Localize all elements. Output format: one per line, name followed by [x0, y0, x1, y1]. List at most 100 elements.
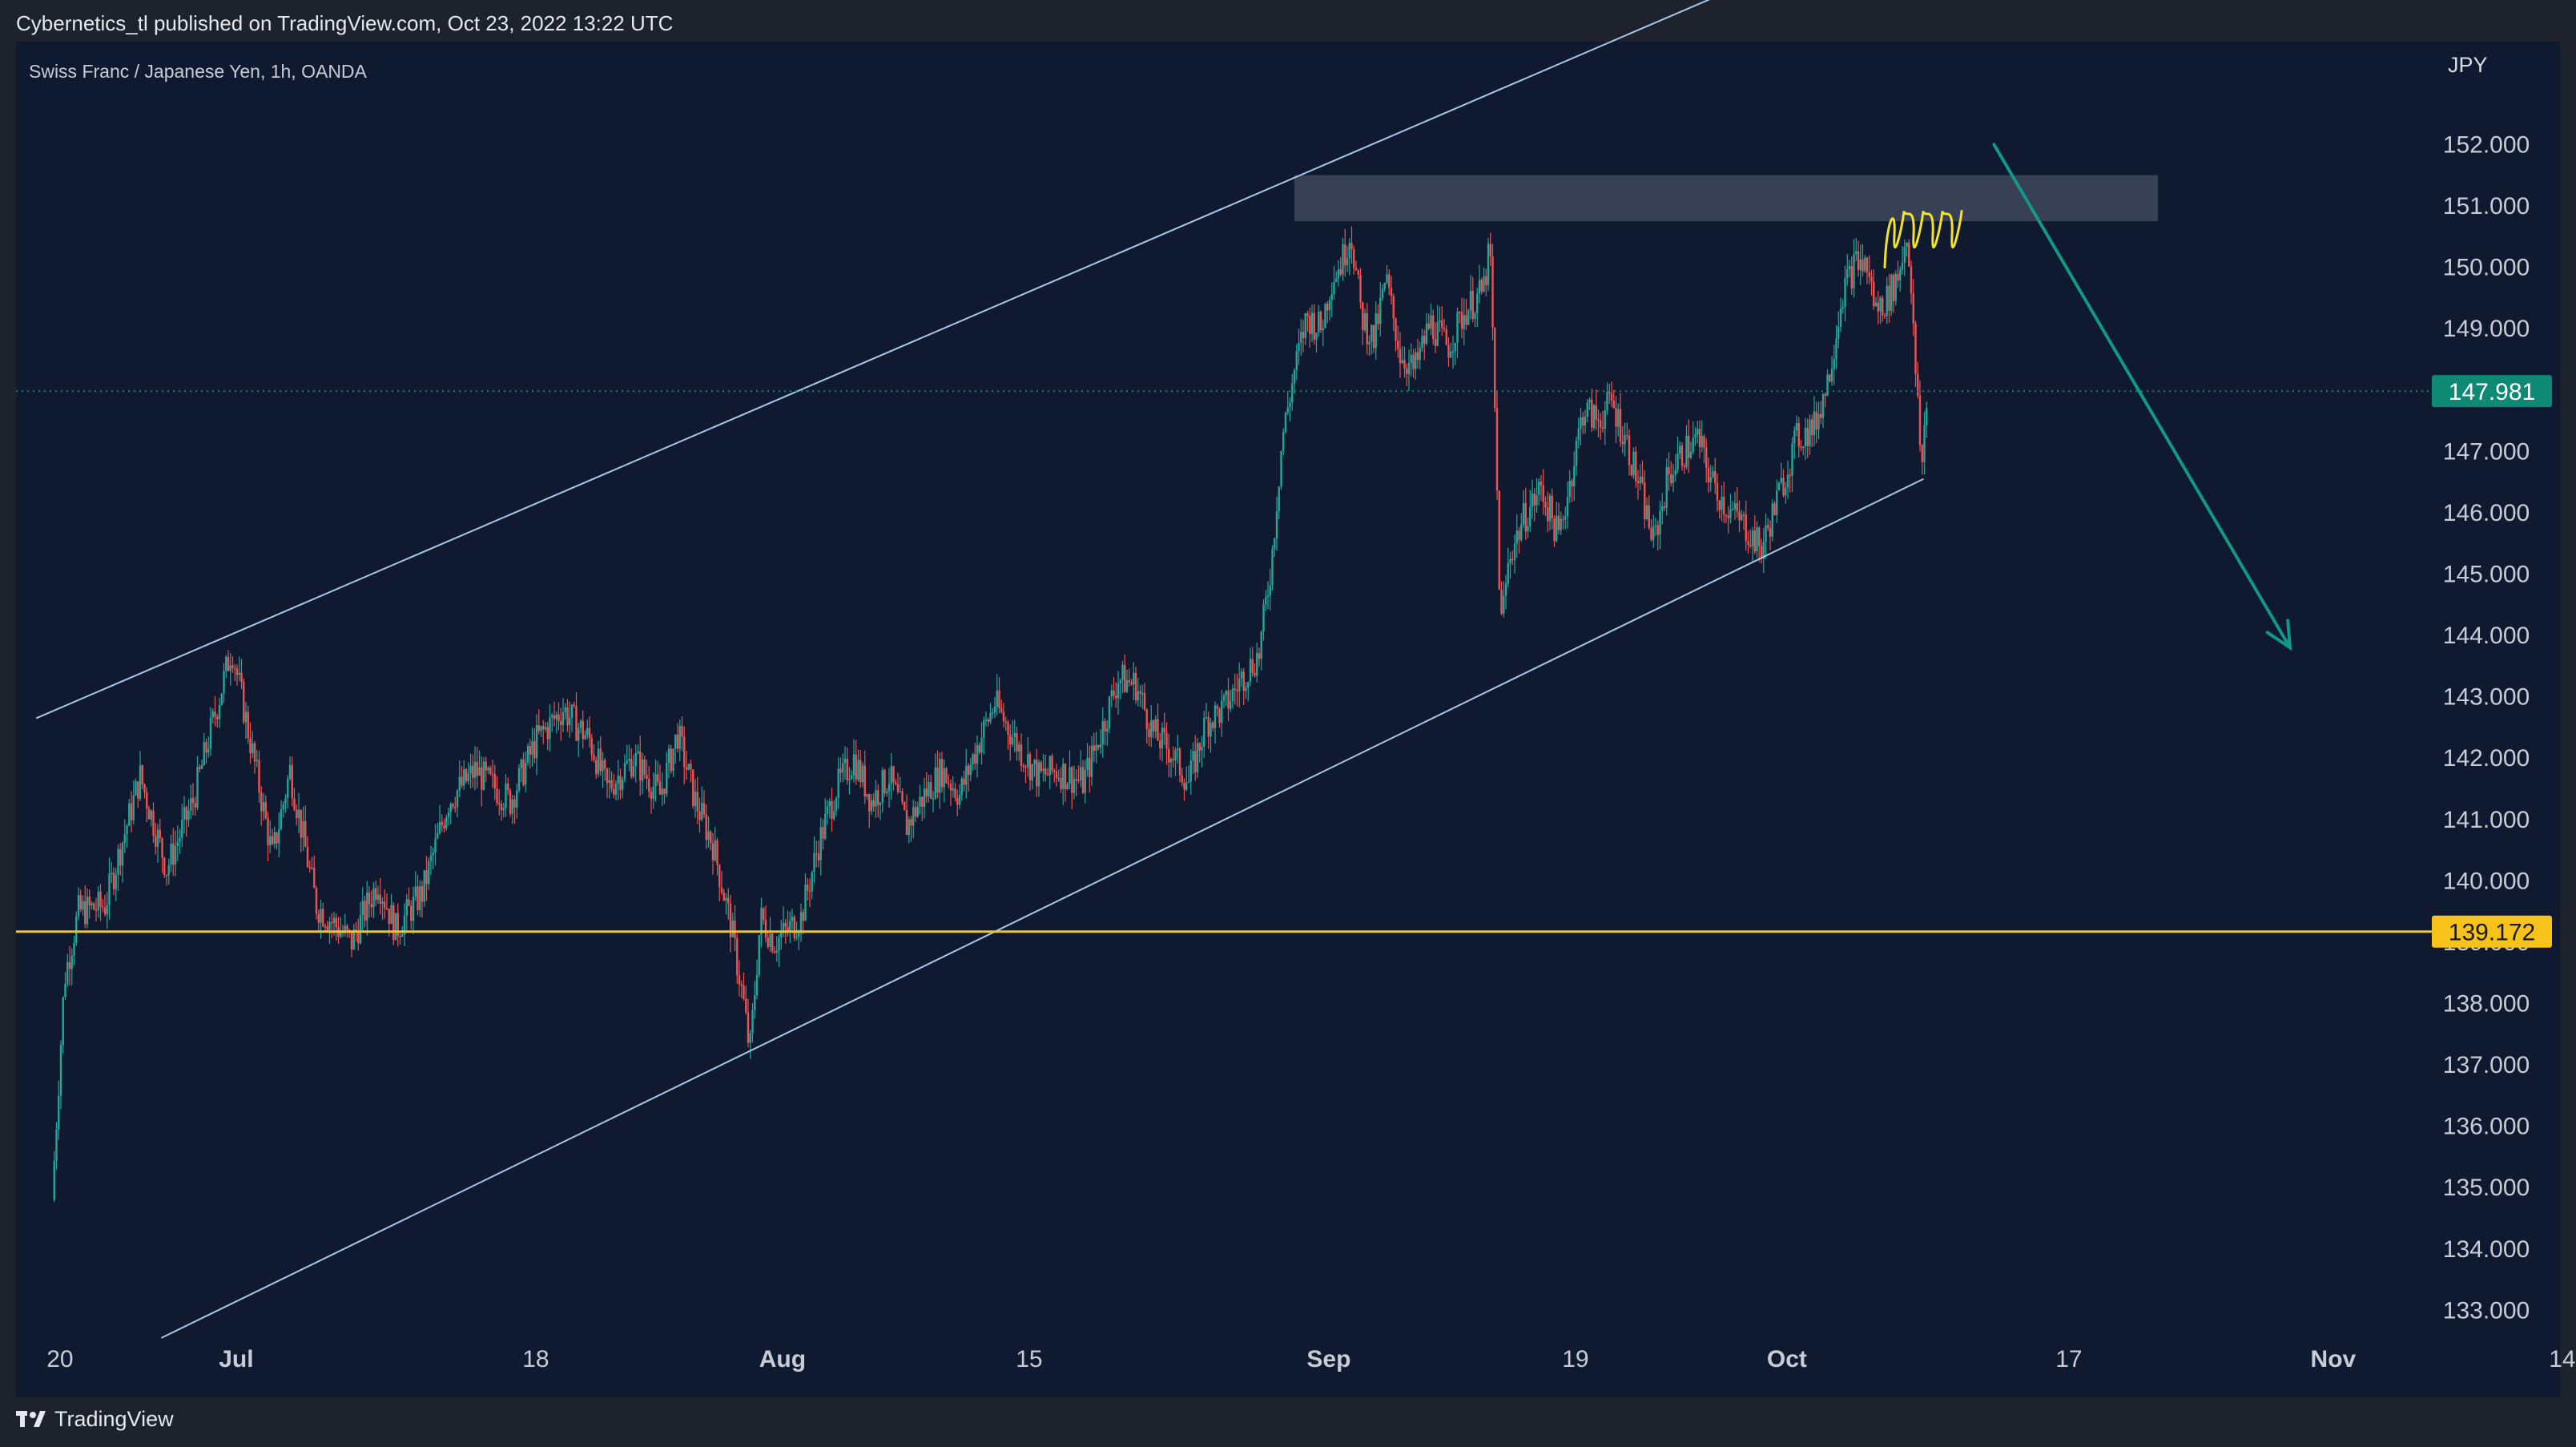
candle-body [1178, 748, 1181, 776]
candle-body [1344, 244, 1346, 266]
candle-body [1918, 395, 1922, 445]
candle-body [282, 804, 284, 810]
x-axis-tick: Jul [219, 1346, 253, 1372]
candle-body [807, 885, 809, 891]
candle-body [1511, 558, 1514, 561]
candle-body [421, 885, 424, 902]
candle-body [452, 804, 454, 808]
candle-body [1125, 679, 1129, 692]
candle-body [1491, 256, 1494, 328]
candle-body [428, 861, 430, 885]
candle-body [1738, 511, 1741, 521]
candle-body [952, 788, 954, 791]
candle-body [895, 782, 897, 784]
candle-body [1304, 313, 1306, 338]
candle-body [1037, 762, 1040, 787]
candle-body [1732, 509, 1734, 510]
candle-body [755, 974, 759, 996]
candle-body [1862, 259, 1864, 272]
candle-body [747, 1012, 750, 1043]
candle-body [1815, 411, 1817, 430]
candle-body [980, 737, 983, 753]
candle-body [983, 719, 985, 738]
candle-body [1841, 306, 1844, 309]
candle-body [1672, 474, 1675, 483]
candle-body [200, 765, 203, 769]
candle-body [1101, 721, 1104, 745]
candle-body [666, 763, 668, 794]
candle-body [1899, 269, 1902, 281]
candle-body [311, 867, 313, 869]
candle-body [561, 711, 565, 725]
candle-body [646, 775, 648, 780]
candle-body [738, 975, 741, 985]
candle-body [537, 725, 540, 732]
candle-body [868, 794, 871, 812]
candle-body [901, 791, 904, 803]
candle-body [128, 803, 131, 826]
candle-body [1234, 688, 1236, 690]
candle-body [55, 1129, 58, 1161]
candle-body [375, 888, 377, 900]
candle-body [176, 841, 179, 846]
candle-body [1040, 762, 1042, 772]
candle-body [1328, 300, 1331, 311]
candle-body [1888, 285, 1890, 311]
candle-body [775, 950, 778, 953]
candle-body [1707, 467, 1710, 482]
candle-body [1386, 274, 1388, 283]
candle-body [1011, 737, 1014, 745]
candle-body [1697, 429, 1699, 435]
candle-body [170, 843, 172, 865]
candle-body [214, 711, 216, 717]
candle-body [599, 748, 602, 772]
candle-body [1302, 332, 1305, 338]
candle-body [604, 760, 606, 769]
candle-body [150, 810, 152, 820]
candle-body [1811, 419, 1813, 436]
price-tag [2432, 915, 2552, 948]
candle-body [1729, 509, 1732, 518]
candle-body [1004, 721, 1007, 723]
candle-body [1601, 427, 1604, 429]
candle-body [187, 810, 190, 820]
candle-body [1531, 493, 1534, 507]
candle-body [731, 921, 734, 937]
candle-body [496, 788, 498, 804]
chart-panel[interactable] [16, 42, 2560, 1397]
candle-body [872, 800, 875, 807]
candle-body [379, 894, 381, 904]
candle-body [969, 764, 972, 776]
candle-body [848, 779, 851, 780]
candle-body [1230, 701, 1232, 709]
candle-body [1776, 490, 1778, 516]
candle-body [288, 764, 292, 779]
candle-body [381, 901, 384, 904]
candle-body [1022, 765, 1024, 768]
candle-body [1485, 276, 1487, 286]
candle-body [1427, 323, 1430, 329]
candle-body [1451, 351, 1455, 353]
candle-body [340, 932, 342, 937]
candle-body [1694, 434, 1697, 438]
candle-body [1300, 332, 1302, 343]
candle-body [1247, 681, 1250, 688]
candle-body [350, 931, 353, 950]
candle-body [1152, 719, 1155, 732]
candle-body [1703, 436, 1705, 448]
candle-body [1892, 275, 1895, 301]
candle-body [1368, 341, 1371, 345]
candle-body [1756, 527, 1758, 552]
candle-body [1434, 339, 1437, 346]
candle-body [1641, 477, 1644, 483]
candle-body [1309, 316, 1311, 334]
candle-body [1002, 711, 1005, 722]
candle-body [234, 667, 236, 670]
candle-body [828, 801, 831, 807]
candle-body [1615, 408, 1617, 427]
candle-body [1926, 408, 1928, 425]
candle-body [1181, 775, 1183, 783]
candle-body [1824, 393, 1826, 396]
candle-body [740, 984, 743, 986]
